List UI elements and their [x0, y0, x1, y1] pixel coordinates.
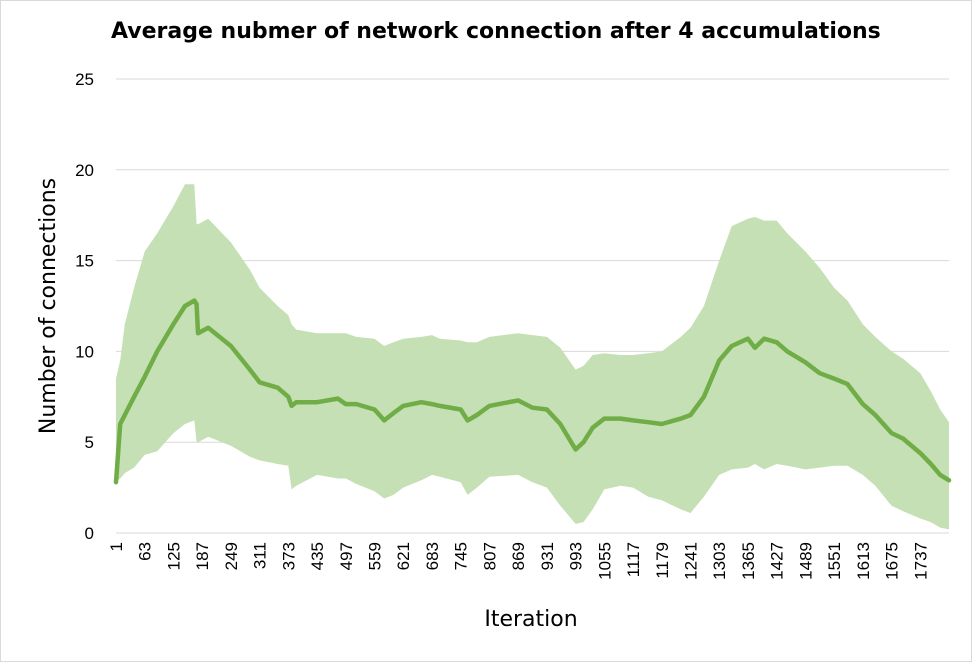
x-tick-label: 1 [107, 542, 126, 551]
x-tick-label: 125 [164, 542, 183, 570]
x-tick-label: 1055 [595, 542, 614, 580]
x-tick-label: 683 [423, 542, 442, 570]
y-tick-label: 5 [85, 433, 94, 452]
x-tick-label: 1427 [768, 542, 787, 580]
y-axis-title: Number of connections [36, 178, 61, 434]
chart-title: Average nubmer of network connection aft… [111, 19, 881, 44]
x-tick-label: 559 [366, 542, 385, 570]
x-tick-label: 249 [222, 542, 241, 570]
x-tick-label: 1551 [825, 542, 844, 580]
x-tick-label: 1737 [911, 542, 930, 580]
x-tick-label: 435 [308, 542, 327, 570]
average-line [113, 298, 952, 485]
x-tick-label: 745 [452, 542, 471, 570]
y-tick-label: 20 [75, 161, 94, 180]
x-tick-label: 993 [567, 542, 586, 570]
x-tick-label: 869 [509, 542, 528, 570]
x-tick-label: 931 [538, 542, 557, 570]
x-tick-label: 807 [480, 542, 499, 570]
y-tick-label: 0 [85, 524, 94, 543]
x-tick-label: 1489 [796, 542, 815, 580]
x-tick-label: 63 [136, 542, 155, 561]
x-tick-label: 1303 [710, 542, 729, 580]
range-band [116, 184, 949, 530]
x-tick-label: 1117 [624, 542, 643, 577]
y-tick-label: 15 [75, 252, 94, 271]
x-tick-label: 1241 [682, 542, 701, 580]
x-axis: 1 63 125 187 249 311 373 435 497 559 621 683 745 807 8… [107, 532, 949, 580]
range-band-area [116, 184, 949, 530]
y-tick-label: 25 [75, 70, 94, 89]
x-axis-title: Iteration [484, 607, 577, 632]
x-tick-label: 187 [193, 542, 212, 570]
x-tick-label: 1675 [883, 542, 902, 580]
x-tick-label: 497 [337, 542, 356, 570]
x-tick-label: 1365 [739, 542, 758, 580]
x-tick-label: 621 [394, 542, 413, 570]
y-tick-label: 10 [75, 342, 94, 361]
x-tick-label: 1613 [854, 542, 873, 580]
x-tick-label: 311 [251, 542, 270, 569]
y-axis: 0 5 10 15 20 25 [75, 70, 94, 543]
x-tick-label: 1179 [653, 542, 672, 579]
average-series-line [113, 298, 952, 485]
x-tick-label: 373 [279, 542, 298, 570]
